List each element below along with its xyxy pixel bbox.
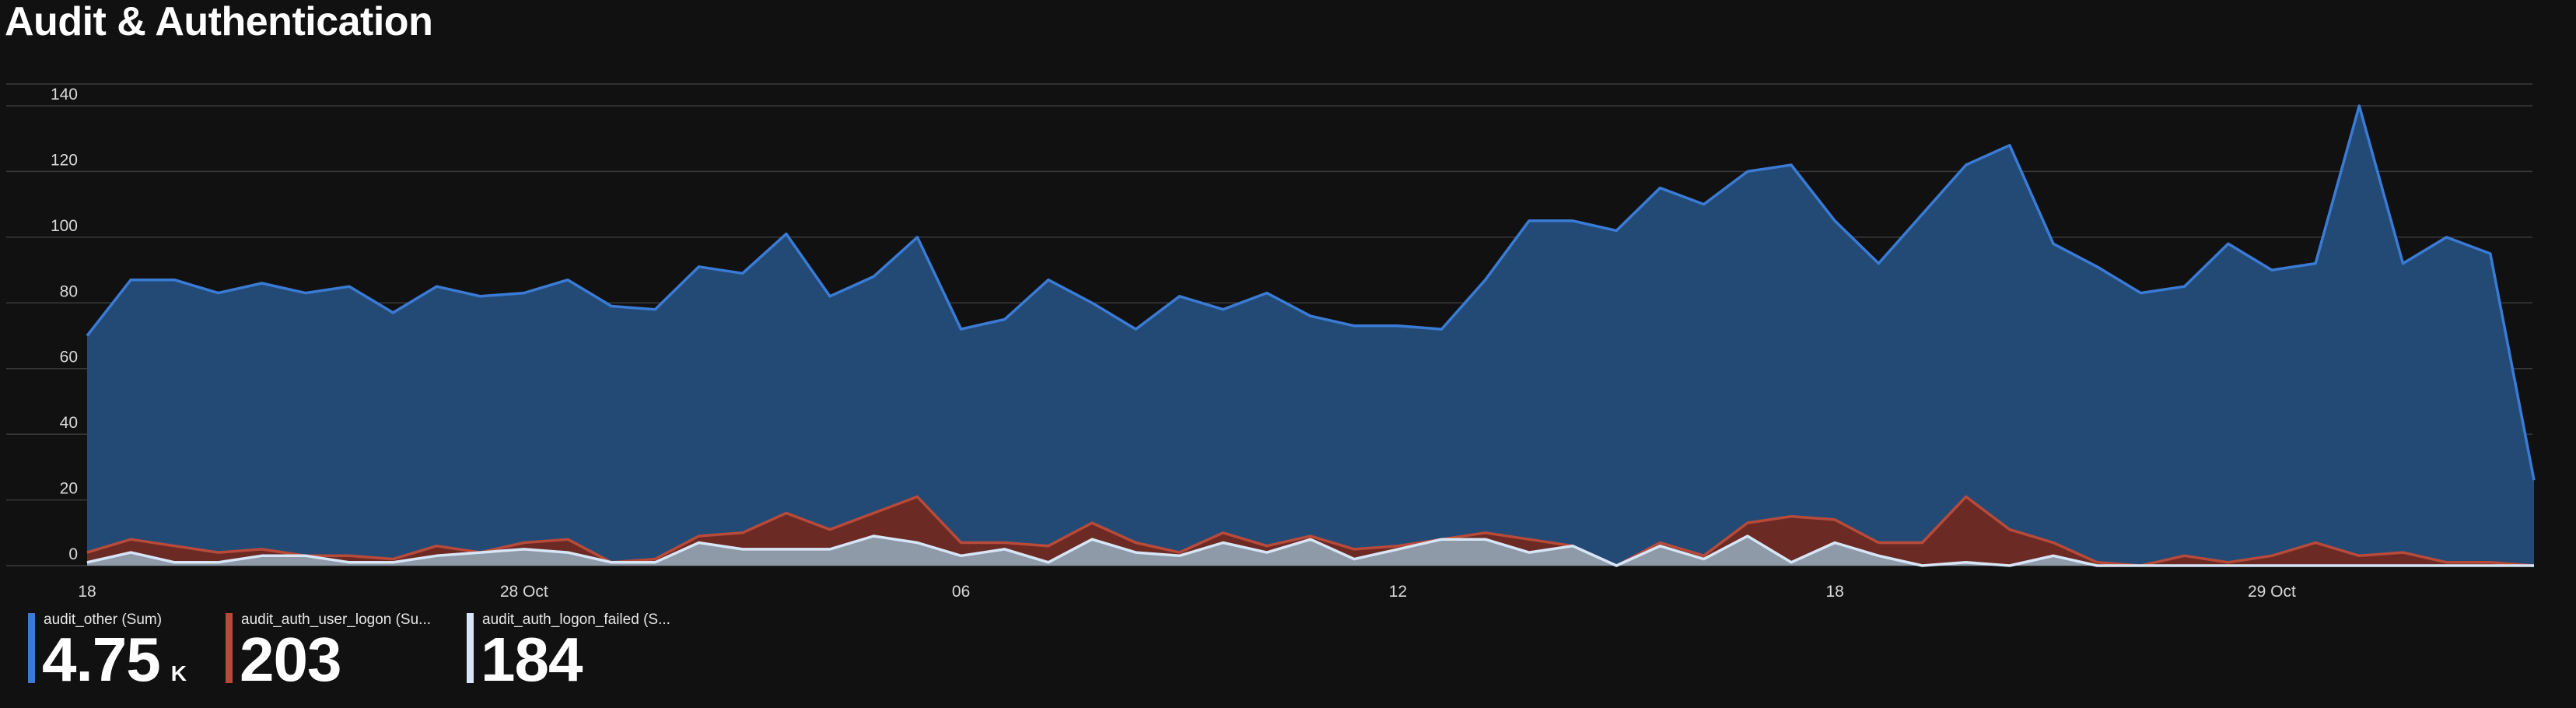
y-tick-label: 100 xyxy=(51,217,78,235)
legend-color-swatch xyxy=(467,613,474,683)
series-areas[interactable] xyxy=(86,104,2536,567)
x-tick-label: 12 xyxy=(1389,583,1407,601)
panel-title: Audit & Authentication xyxy=(5,0,433,44)
x-tick-label: 18 xyxy=(78,583,96,601)
x-tick-label: 18 xyxy=(1825,583,1843,601)
y-tick-label: 40 xyxy=(60,414,78,432)
x-tick-label: 29 Oct xyxy=(2248,583,2296,601)
legend-total-value: 184 xyxy=(481,626,593,708)
legend-series-name: audit_auth_logon_failed (S... xyxy=(482,612,670,628)
y-tick-label: 120 xyxy=(51,151,78,169)
legend-color-swatch xyxy=(28,613,35,683)
y-tick-label: 20 xyxy=(60,480,78,498)
legend-series-name: audit_auth_user_logon (Su... xyxy=(241,612,432,628)
y-tick-label: 140 xyxy=(51,86,78,103)
legend-value-number: 4.75 xyxy=(42,625,161,694)
series-audit-other[interactable] xyxy=(86,104,2536,566)
y-tick-label: 60 xyxy=(60,349,78,366)
y-tick-label: 0 xyxy=(68,545,78,563)
legend-value-unit: K xyxy=(170,661,187,685)
legend-total-value: 203 xyxy=(240,626,352,708)
series-audit-auth-logon-failed[interactable] xyxy=(86,535,2534,567)
x-tick-label: 06 xyxy=(952,583,970,601)
area-chart[interactable]: 0 20 40 60 80 100 120 140 18 28 Oct 06 12 18 29 Oct 0… xyxy=(0,0,2576,607)
legend-series-name: audit_other (Sum) xyxy=(44,612,163,628)
series-line-audit-other[interactable] xyxy=(86,104,2536,481)
series-line-audit-auth-logon-failed[interactable] xyxy=(86,535,2534,567)
legend-color-swatch xyxy=(226,613,233,683)
legend-value-number: 184 xyxy=(481,625,583,694)
y-axis-ticks: 0 20 40 60 80 100 120 140 xyxy=(51,86,78,563)
y-tick-label: 80 xyxy=(60,282,78,300)
legend-value-number: 203 xyxy=(240,625,341,694)
x-tick-label: 28 Oct xyxy=(500,583,548,601)
area-fill-audit-other xyxy=(87,106,2534,566)
legend-total-value: 4.75 K xyxy=(42,625,187,708)
